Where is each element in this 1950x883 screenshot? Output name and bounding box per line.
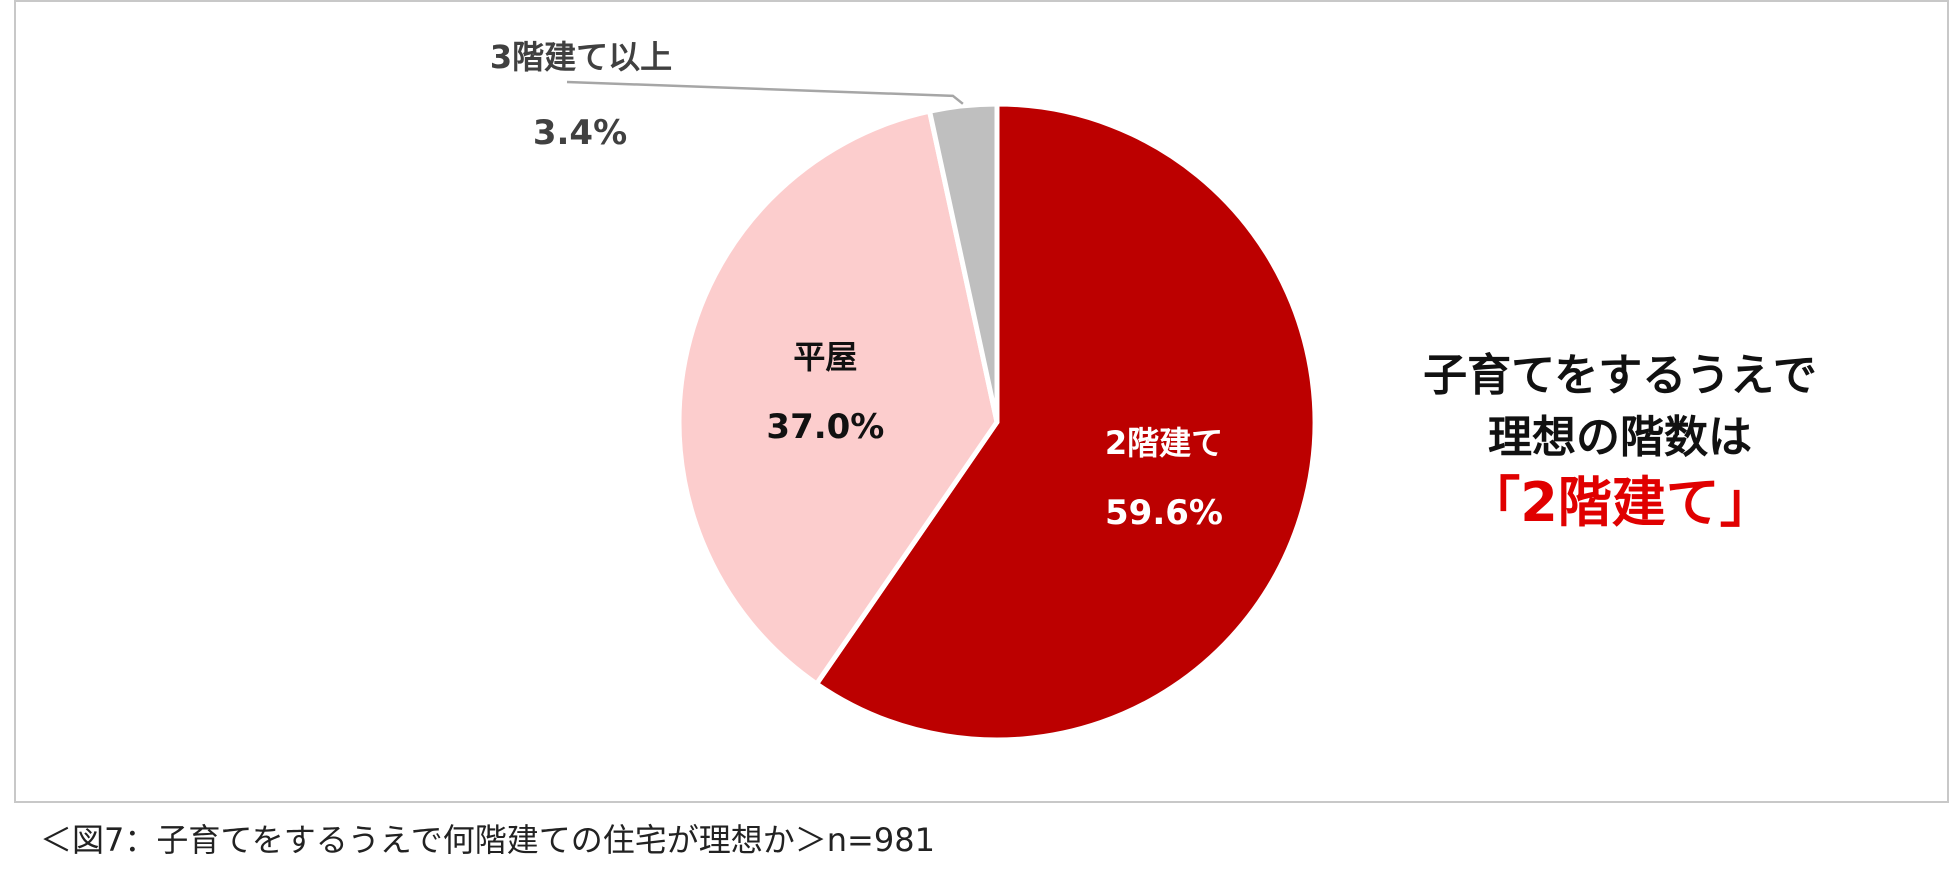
headline-line3: 「2階建て」 xyxy=(1466,471,1774,534)
slice-label: 3階建て以上 xyxy=(490,38,672,76)
headline: 子育てをするうえで 理想の階数は 「2階建て」 xyxy=(1380,345,1860,537)
slice-label: 平屋 xyxy=(793,338,857,376)
slice-value-label: 37.0% xyxy=(766,407,884,447)
pie-slice xyxy=(676,108,1000,687)
slice-value-label: 3.4% xyxy=(533,113,627,153)
slice-label: 2階建て xyxy=(1105,424,1223,462)
leader-line xyxy=(566,80,964,105)
slice-value-label: 59.6% xyxy=(1105,493,1223,533)
pie-slice xyxy=(927,101,1000,425)
headline-line1: 子育てをするうえで xyxy=(1423,350,1817,401)
pie-slice xyxy=(814,101,1318,743)
headline-line2: 理想の階数は xyxy=(1488,412,1752,463)
figure-caption: ＜図7：子育てをするうえで何階建ての住宅が理想か＞n=981 xyxy=(40,821,935,859)
